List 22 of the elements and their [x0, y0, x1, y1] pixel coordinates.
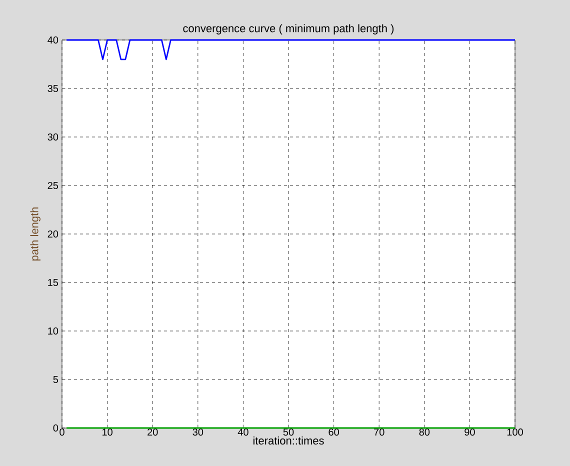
x-tick-label: 10 — [102, 428, 112, 436]
x-tick-label: 100 — [507, 428, 523, 436]
y-tick-label: 35 — [48, 84, 58, 92]
y-tick-label: 20 — [48, 230, 58, 238]
y-tick-label: 15 — [48, 279, 58, 286]
x-tick-label: 70 — [374, 428, 384, 436]
x-tick-label: 30 — [192, 428, 204, 436]
x-tick-label: 20 — [148, 428, 158, 436]
y-tick-label: 5 — [53, 376, 58, 383]
x-tick-label: 80 — [419, 428, 430, 436]
x-tick-label: 0 — [60, 428, 64, 436]
x-tick-label: 50 — [283, 428, 294, 436]
x-tick-label: 60 — [328, 428, 339, 436]
x-tick-label: 90 — [464, 428, 475, 436]
y-tick-label: 10 — [48, 327, 58, 335]
y-tick-label: 40 — [48, 36, 58, 44]
chart-title: convergence curve ( minimum path length ) — [183, 24, 394, 34]
y-axis-title: path length — [30, 208, 40, 261]
x-tick-label: 40 — [238, 428, 248, 436]
y-tick-label: 30 — [48, 133, 58, 141]
x-axis-title: iteration::times — [253, 436, 324, 445]
y-tick-label: 25 — [48, 182, 58, 190]
